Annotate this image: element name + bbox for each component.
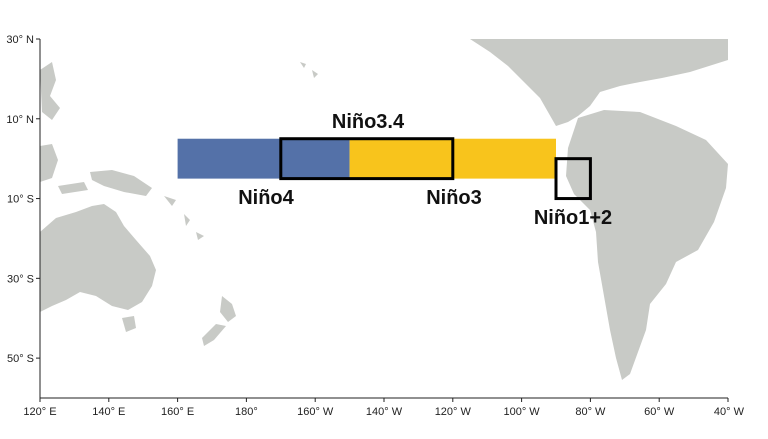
- land-hawaii: [300, 62, 318, 78]
- longitude-ticks: 120° E 140° E 160° E 180° 160° W 140° W 120° W…: [23, 398, 745, 418]
- region-outlines: [279, 137, 592, 201]
- land-new-zealand: [202, 296, 236, 346]
- lat-tick-label: 30° N: [6, 34, 34, 46]
- label-nino3: Niño3: [426, 187, 482, 209]
- land-new-guinea: [90, 170, 152, 196]
- label-nino12: Niño1+2: [534, 207, 612, 229]
- lon-tick-label: 160° E: [161, 406, 194, 418]
- lon-tick-label: 120° E: [23, 406, 56, 418]
- lon-tick-label: 120° W: [435, 406, 472, 418]
- land-australia: [40, 204, 156, 312]
- land-north-central-america: [470, 39, 728, 126]
- lon-tick-label: 60° W: [644, 406, 675, 418]
- region-box-ni-o3-4: [279, 137, 455, 181]
- lat-tick-label: 10° N: [6, 114, 34, 126]
- lat-tick-label: 10° S: [7, 194, 34, 206]
- land-pacific-islands: [164, 196, 204, 240]
- lon-tick-label: 180°: [235, 406, 258, 418]
- label-nino34: Niño3.4: [332, 111, 405, 133]
- latitude-ticks: 30° N 10° N 10° S 30° S 50° S: [6, 34, 40, 365]
- land-indonesia-islands: [58, 182, 88, 194]
- region-box-ni-o1-2: [554, 157, 592, 201]
- lon-tick-label: 160° W: [297, 406, 334, 418]
- land-indonesia: [40, 144, 58, 182]
- land-tasmania: [122, 316, 136, 332]
- land-south-america: [566, 110, 728, 380]
- lon-tick-label: 80° W: [575, 406, 606, 418]
- lat-tick-label: 30° S: [7, 273, 34, 285]
- lon-tick-label: 140° W: [366, 406, 403, 418]
- lon-tick-label: 140° E: [92, 406, 125, 418]
- land-caribbean: [610, 72, 660, 80]
- label-nino4: Niño4: [238, 187, 294, 209]
- lon-tick-label: 40° W: [714, 406, 745, 418]
- region-fills: [177, 138, 556, 179]
- landmasses: [40, 39, 728, 380]
- region-fill-ni-o4: [177, 138, 350, 179]
- land-philippines: [40, 62, 60, 120]
- lon-tick-label: 100° W: [503, 406, 540, 418]
- lat-tick-label: 50° S: [7, 353, 34, 365]
